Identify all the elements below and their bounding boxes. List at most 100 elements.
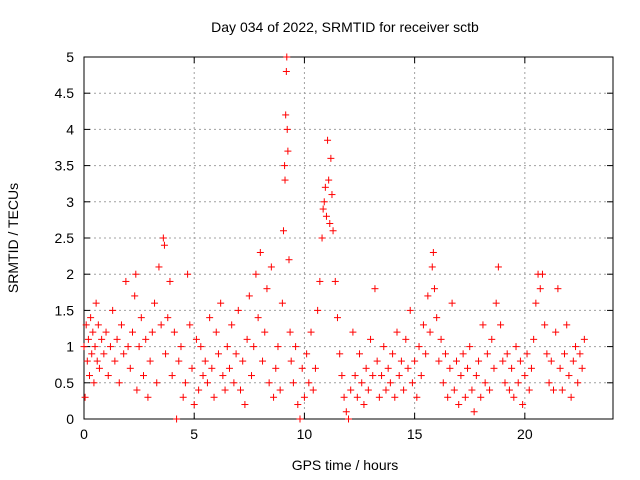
y-tick-label: 0.5 — [55, 375, 75, 391]
data-point — [514, 379, 522, 387]
data-point — [192, 335, 200, 343]
data-point — [353, 393, 361, 401]
data-point — [314, 306, 322, 314]
data-point — [328, 191, 336, 199]
data-point — [554, 285, 562, 293]
chart-title: Day 034 of 2022, SRMTID for receiver sct… — [211, 19, 479, 35]
data-point — [228, 321, 236, 329]
data-point — [567, 393, 575, 401]
data-point — [281, 176, 289, 184]
data-point — [521, 372, 529, 380]
data-point — [254, 314, 262, 322]
data-point — [326, 220, 334, 228]
data-point — [151, 299, 159, 307]
data-point — [470, 408, 478, 416]
data-point — [86, 372, 94, 380]
data-point — [552, 328, 560, 336]
data-point — [320, 198, 328, 206]
data-point — [181, 379, 189, 387]
y-tick-label: 3 — [66, 194, 74, 210]
data-point — [565, 372, 573, 380]
data-point — [168, 372, 176, 380]
data-point — [333, 314, 341, 322]
data-point — [490, 364, 498, 372]
data-point — [322, 212, 330, 220]
data-point — [279, 227, 287, 235]
data-point — [245, 292, 253, 300]
data-point — [481, 379, 489, 387]
data-point — [179, 393, 187, 401]
data-point — [98, 335, 106, 343]
data-point — [556, 364, 564, 372]
data-point — [270, 393, 278, 401]
data-point — [221, 386, 229, 394]
data-point — [309, 386, 317, 394]
data-point — [422, 350, 430, 358]
data-point — [265, 379, 273, 387]
data-point — [298, 364, 306, 372]
data-point — [319, 205, 327, 213]
data-point — [340, 393, 348, 401]
data-point — [578, 364, 586, 372]
data-point — [426, 328, 434, 336]
data-point — [316, 277, 324, 285]
data-point — [212, 328, 220, 336]
data-point — [371, 285, 379, 293]
data-point — [373, 357, 381, 365]
data-point — [358, 379, 366, 387]
data-point — [505, 386, 513, 394]
data-point — [494, 263, 502, 271]
data-point — [356, 350, 364, 358]
data-point — [188, 364, 196, 372]
data-point — [285, 256, 293, 264]
data-point — [459, 350, 467, 358]
data-point — [166, 277, 174, 285]
data-point — [83, 357, 91, 365]
x-ticks: 0 5 10 15 20 — [80, 57, 533, 442]
data-point — [466, 343, 474, 351]
data-point — [173, 415, 181, 423]
data-point — [128, 328, 136, 336]
data-point — [281, 162, 289, 170]
data-point — [349, 328, 357, 336]
data-point — [419, 321, 427, 329]
data-point — [305, 379, 313, 387]
data-point — [95, 364, 103, 372]
data-point — [424, 292, 432, 300]
data-point — [300, 393, 308, 401]
data-point — [530, 335, 538, 343]
data-point — [92, 299, 100, 307]
data-point — [109, 306, 117, 314]
data-point — [378, 372, 386, 380]
data-point — [572, 343, 580, 351]
data-point — [223, 343, 231, 351]
data-point — [230, 379, 238, 387]
data-point — [117, 321, 125, 329]
data-point — [325, 176, 333, 184]
data-point — [523, 350, 531, 358]
data-point — [267, 263, 275, 271]
data-point — [93, 357, 101, 365]
data-point — [175, 357, 183, 365]
data-point — [338, 372, 346, 380]
data-point — [574, 379, 582, 387]
data-point — [292, 343, 300, 351]
data-point — [360, 401, 368, 409]
data-point — [184, 270, 192, 278]
data-point — [543, 350, 551, 358]
y-tick-label: 2.5 — [55, 230, 75, 246]
data-point — [195, 386, 203, 394]
data-point — [453, 357, 461, 365]
data-point — [430, 285, 438, 293]
data-point — [82, 321, 90, 329]
data-point — [278, 299, 286, 307]
data-point — [115, 379, 123, 387]
data-point — [256, 248, 264, 256]
data-point — [375, 393, 383, 401]
data-point — [111, 357, 119, 365]
data-point — [294, 401, 302, 409]
data-point — [389, 350, 397, 358]
data-point — [497, 321, 505, 329]
data-point — [284, 147, 292, 155]
